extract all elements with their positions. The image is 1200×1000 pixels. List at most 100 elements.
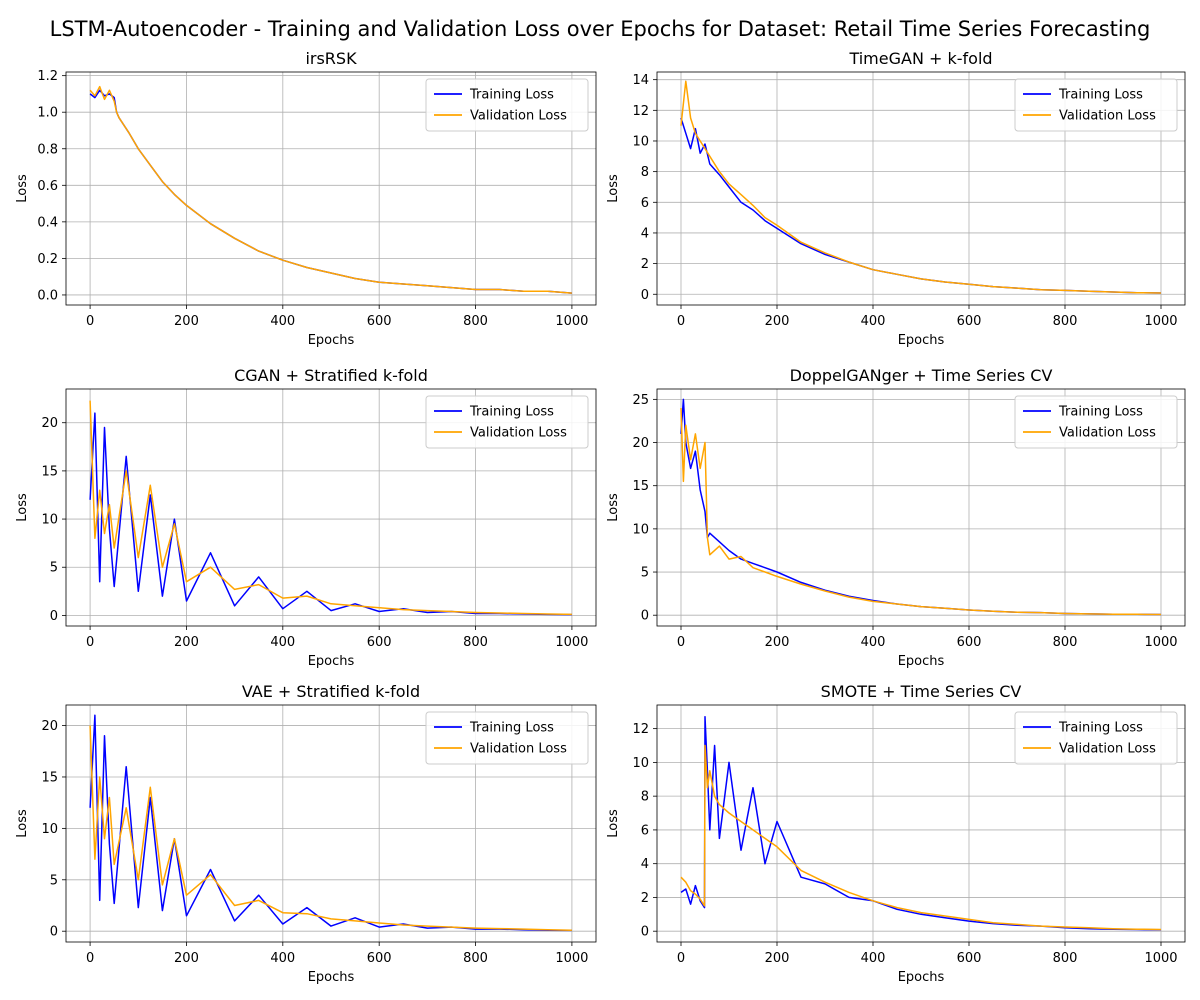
x-tick-label: 400 (861, 314, 886, 329)
y-tick-label: 10 (632, 134, 649, 149)
x-tick-label: 0 (677, 635, 685, 650)
y-tick-label: 10 (41, 513, 58, 528)
x-axis-label: Epochs (898, 333, 945, 348)
legend-validation-label: Validation Loss (470, 742, 567, 757)
y-axis-label: Loss (606, 809, 621, 838)
subplot-2: 0 200 400 600 800 1000 0 2 4 6 8 10 12 14 TimeGAN + k-… (606, 49, 1186, 348)
x-tick-label: 600 (367, 314, 392, 329)
subplot-3: 0 200 400 600 800 1000 0 5 10 15 20 CGAN + Stratifi… (15, 366, 597, 669)
subplot-5: 0 200 400 600 800 1000 0 5 10 15 20 VAE + Stratifie… (15, 682, 597, 985)
subplot-title: SMOTE + Time Series CV (821, 682, 1022, 701)
legend-validation-label: Validation Loss (1059, 109, 1156, 124)
y-tick-label: 10 (41, 822, 58, 837)
axes-frame (65, 388, 597, 627)
y-tick-label: 6 (641, 196, 649, 211)
validation-loss-line (89, 400, 572, 616)
y-axis-label: Loss (15, 174, 30, 203)
x-tick-label: 200 (765, 951, 790, 966)
legend-training-label: Training Loss (469, 88, 554, 103)
y-tick-label: 20 (41, 719, 58, 734)
legend-training-label: Training Loss (469, 405, 554, 420)
subplot-title: TimeGAN + k-fold (848, 49, 992, 68)
legend-training-label: Training Loss (1058, 405, 1143, 420)
x-tick-label: 400 (270, 951, 295, 966)
y-tick-label: 2 (641, 257, 649, 272)
y-tick-label: 0 (50, 609, 58, 624)
y-tick-label: 0.8 (37, 142, 58, 157)
axes-frame (656, 704, 1186, 943)
x-tick-label: 800 (463, 951, 488, 966)
y-tick-label: 25 (632, 393, 649, 408)
y-tick-label: 15 (41, 770, 58, 785)
validation-loss-line (89, 85, 572, 294)
y-axis-label: Loss (15, 493, 30, 522)
x-tick-label: 200 (174, 951, 199, 966)
legend: Training Loss Validation Loss (1014, 711, 1178, 765)
y-tick-label: 0.2 (37, 252, 58, 267)
x-tick-label: 0 (677, 951, 685, 966)
y-axis-label: Loss (606, 493, 621, 522)
subplot-title: CGAN + Stratified k-fold (234, 366, 428, 385)
x-tick-label: 0 (86, 951, 94, 966)
x-tick-label: 0 (86, 635, 94, 650)
y-tick-label: 0.6 (37, 179, 58, 194)
validation-loss-line (680, 407, 1162, 616)
x-axis-label: Epochs (308, 970, 355, 985)
x-tick-label: 1000 (555, 314, 588, 329)
legend: Training Loss Validation Loss (1014, 78, 1178, 132)
x-tick-label: 200 (174, 314, 199, 329)
y-tick-label: 5 (641, 566, 649, 581)
x-tick-label: 800 (463, 635, 488, 650)
axes-frame (656, 388, 1186, 627)
y-tick-label: 0 (641, 925, 649, 940)
legend: Training Loss Validation Loss (425, 78, 589, 132)
legend-box (1014, 78, 1178, 132)
x-tick-label: 800 (1053, 314, 1078, 329)
x-tick-label: 600 (367, 635, 392, 650)
x-tick-label: 1000 (1144, 635, 1177, 650)
x-tick-label: 800 (1053, 951, 1078, 966)
subplot-6: 0 200 400 600 800 1000 0 2 4 6 8 10 12 SMOTE + Time S… (606, 682, 1186, 985)
y-tick-label: 4 (641, 226, 649, 241)
y-tick-label: 8 (641, 790, 649, 805)
y-tick-label: 2 (641, 891, 649, 906)
legend-validation-label: Validation Loss (470, 109, 567, 124)
y-tick-label: 0 (50, 925, 58, 940)
x-tick-label: 400 (861, 951, 886, 966)
x-axis-label: Epochs (898, 970, 945, 985)
legend-box (425, 78, 589, 132)
x-tick-label: 200 (765, 635, 790, 650)
legend-validation-label: Validation Loss (470, 426, 567, 441)
x-tick-label: 600 (957, 951, 982, 966)
legend-box (1014, 711, 1178, 765)
y-tick-label: 5 (50, 561, 58, 576)
legend: Training Loss Validation Loss (425, 711, 589, 765)
x-tick-label: 0 (86, 314, 94, 329)
y-tick-label: 15 (41, 464, 58, 479)
x-tick-label: 1000 (1144, 314, 1177, 329)
legend-validation-label: Validation Loss (1059, 742, 1156, 757)
legend-box (1014, 395, 1178, 449)
validation-loss-line (680, 744, 1162, 931)
x-tick-label: 1000 (555, 635, 588, 650)
subplot-title: DoppelGANger + Time Series CV (790, 366, 1053, 385)
y-tick-label: 10 (632, 522, 649, 537)
x-tick-label: 400 (270, 635, 295, 650)
legend: Training Loss Validation Loss (1014, 395, 1178, 449)
y-tick-label: 0.4 (37, 215, 58, 230)
x-tick-label: 400 (861, 635, 886, 650)
legend-training-label: Training Loss (1058, 721, 1143, 736)
y-tick-label: 10 (632, 756, 649, 771)
x-axis-label: Epochs (898, 654, 945, 669)
figure-suptitle: LSTM-Autoencoder - Training and Validati… (50, 17, 1151, 41)
y-tick-label: 15 (632, 479, 649, 494)
validation-loss-line (89, 725, 572, 931)
x-tick-label: 1000 (1144, 951, 1177, 966)
x-tick-label: 600 (367, 951, 392, 966)
x-tick-label: 800 (1053, 635, 1078, 650)
legend: Training Loss Validation Loss (425, 395, 589, 449)
subplot-title: irsRSK (305, 49, 357, 68)
x-tick-label: 600 (957, 635, 982, 650)
